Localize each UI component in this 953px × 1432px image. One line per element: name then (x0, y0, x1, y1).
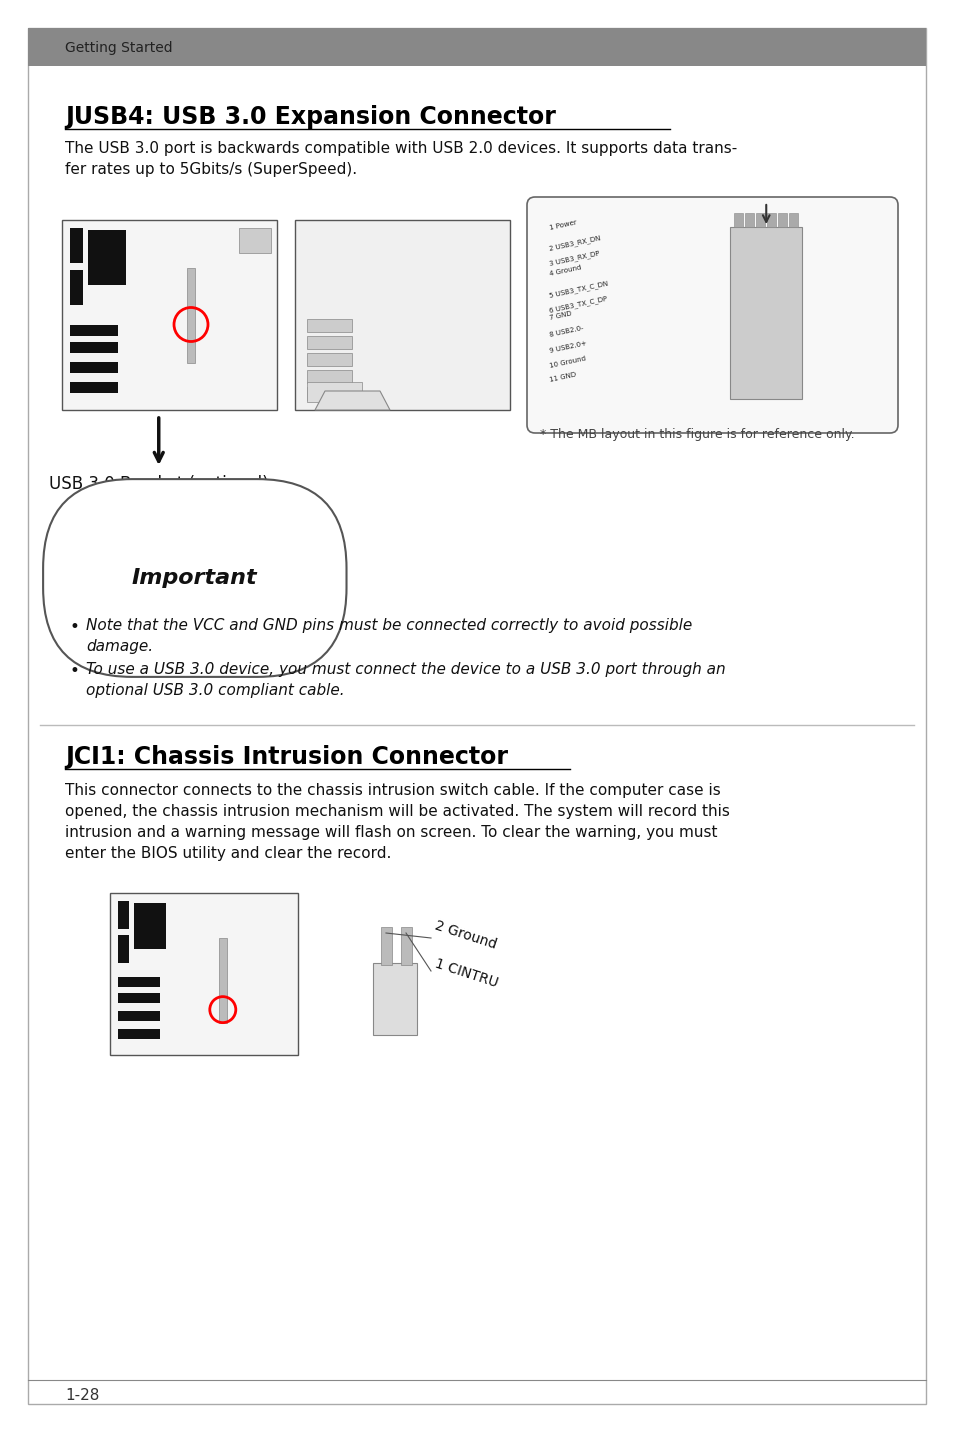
Bar (307, 352, 352, 365)
Text: Getting Started: Getting Started (65, 42, 172, 54)
Text: 1 CINTRU: 1 CINTRU (433, 957, 499, 990)
Text: 6 USB3_TX_C_DP: 6 USB3_TX_C_DP (548, 295, 608, 314)
Bar (118, 977, 160, 987)
Bar (729, 228, 801, 398)
Text: 1-28: 1-28 (65, 1389, 99, 1403)
Polygon shape (65, 558, 120, 601)
Bar (307, 381, 361, 401)
Text: 11 GND: 11 GND (548, 371, 577, 382)
Bar (110, 894, 297, 1055)
Text: 4 Ground: 4 Ground (548, 265, 581, 278)
Bar (307, 319, 352, 332)
Bar (766, 213, 776, 228)
Bar (88, 231, 126, 285)
Text: JUSB4: USB 3.0 Expansion Connector: JUSB4: USB 3.0 Expansion Connector (65, 105, 556, 129)
Text: 2 Ground: 2 Ground (433, 918, 497, 952)
Bar (70, 382, 118, 392)
Bar (118, 1030, 160, 1040)
Text: USB 3.0 Bracket (optional): USB 3.0 Bracket (optional) (49, 475, 269, 493)
Bar (187, 268, 194, 362)
Text: 9 USB2.0+: 9 USB2.0+ (548, 341, 587, 354)
Text: 10 Ground: 10 Ground (548, 355, 586, 369)
Text: JCI1: Chassis Intrusion Connector: JCI1: Chassis Intrusion Connector (65, 745, 507, 769)
Text: 3 USB3_RX_DP: 3 USB3_RX_DP (548, 249, 600, 266)
Text: 7 GND: 7 GND (548, 311, 572, 321)
Bar (118, 992, 160, 1002)
Bar (118, 901, 129, 929)
Bar (778, 213, 786, 228)
Text: •: • (70, 619, 80, 636)
Bar (734, 213, 742, 228)
Bar (373, 962, 416, 1035)
Bar (70, 342, 118, 354)
Bar (70, 362, 118, 372)
Bar (70, 325, 118, 337)
Text: 8 USB2.0-: 8 USB2.0- (548, 325, 583, 338)
Bar (744, 213, 754, 228)
Text: The USB 3.0 port is backwards compatible with USB 2.0 devices. It supports data : The USB 3.0 port is backwards compatible… (65, 140, 737, 178)
Bar (28, 29, 925, 66)
Bar (70, 271, 83, 305)
Bar (307, 387, 352, 400)
Bar (239, 228, 271, 253)
Bar (118, 1011, 160, 1021)
Bar (118, 935, 129, 962)
Bar (70, 228, 83, 263)
Text: 5 USB3_TX_C_DN: 5 USB3_TX_C_DN (548, 279, 609, 299)
Text: * The MB layout in this figure is for reference only.: * The MB layout in this figure is for re… (539, 428, 854, 441)
Text: To use a USB 3.0 device, you must connect the device to a USB 3.0 port through a: To use a USB 3.0 device, you must connec… (86, 662, 725, 697)
Bar (307, 369, 352, 382)
Polygon shape (314, 391, 390, 410)
Bar (294, 221, 510, 410)
Bar (133, 904, 166, 949)
Text: Important: Important (132, 569, 257, 589)
Text: 2 USB3_RX_DN: 2 USB3_RX_DN (548, 235, 601, 252)
Bar (756, 213, 764, 228)
FancyBboxPatch shape (526, 198, 897, 432)
Bar (400, 927, 412, 965)
Text: Note that the VCC and GND pins must be connected correctly to avoid possible
dam: Note that the VCC and GND pins must be c… (86, 619, 692, 654)
Text: This connector connects to the chassis intrusion switch cable. If the computer c: This connector connects to the chassis i… (65, 783, 729, 861)
Bar (307, 335, 352, 349)
Text: 1 Power: 1 Power (548, 219, 577, 231)
Text: •: • (70, 662, 80, 680)
Text: !: ! (87, 576, 98, 600)
Bar (218, 938, 227, 1022)
Bar (380, 927, 392, 965)
Bar (788, 213, 798, 228)
Bar (62, 221, 276, 410)
